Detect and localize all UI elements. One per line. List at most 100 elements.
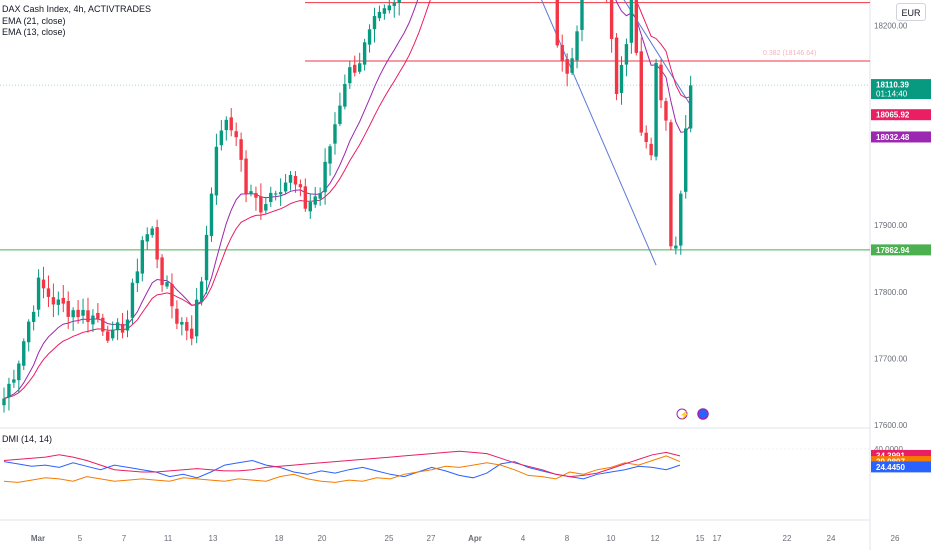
price-axis[interactable]: 18700.0018500.0018400.0018300.0018200.00…	[871, 0, 932, 430]
candle-body	[664, 101, 668, 121]
dmi-badge	[871, 449, 931, 461]
candle-body	[264, 204, 268, 211]
candle-body	[580, 0, 584, 30]
price-badge	[871, 131, 931, 143]
candle-body	[239, 139, 243, 160]
dmi-badge	[871, 461, 931, 473]
time-tick-label: 4	[521, 534, 526, 543]
time-tick-label: 7	[122, 534, 127, 543]
chart-legend: DAX Cash Index, 4h, ACTIVTRADES EMA (21,…	[2, 4, 151, 39]
candle-body	[12, 379, 16, 383]
candle-body	[669, 122, 673, 247]
candle-body	[555, 0, 559, 46]
candle-body	[36, 277, 41, 310]
candle-body	[659, 64, 663, 101]
price-badge	[871, 244, 931, 256]
candle-body	[224, 119, 228, 131]
price-badge-value: 18032.48	[876, 133, 910, 142]
time-tick-label: 11	[164, 534, 173, 543]
candle-body	[31, 311, 36, 322]
ema13-legend[interactable]: EMA (13, close)	[2, 27, 66, 37]
dmi-legend[interactable]: DMI (14, 14)	[2, 434, 53, 444]
candle-body	[22, 341, 26, 366]
candle-body	[219, 130, 224, 146]
candle-body	[115, 322, 120, 331]
candle-body	[106, 331, 110, 341]
candle-body	[560, 45, 564, 62]
price-tick-label: 18200.00	[874, 21, 908, 30]
candle-body	[343, 83, 347, 107]
price-tick-label: 17800.00	[874, 288, 908, 297]
candle-body	[214, 146, 219, 196]
candles	[2, 0, 693, 413]
candle-body	[130, 282, 135, 318]
candle-body	[254, 193, 258, 198]
time-tick-label: 24	[827, 534, 836, 543]
candle-body	[150, 228, 154, 236]
candle-body	[170, 284, 174, 307]
horizontal-levels	[0, 249, 870, 251]
price-channel[interactable]	[463, 0, 692, 266]
candle-body	[199, 281, 204, 302]
time-tick-label: 5	[78, 534, 83, 543]
ema21-legend[interactable]: EMA (21, close)	[2, 15, 66, 26]
earnings-marker-icon	[697, 408, 709, 420]
candle-body	[204, 234, 209, 281]
candle-body	[165, 282, 169, 287]
candle-body	[565, 58, 569, 74]
candle-body	[362, 42, 367, 65]
candle-body	[7, 383, 11, 398]
candle-body	[259, 196, 263, 213]
candle-body	[2, 398, 6, 406]
candle-body	[209, 193, 214, 237]
candle-body	[190, 328, 194, 339]
price-badge-value: 18065.92	[876, 111, 910, 120]
candle-body	[688, 85, 693, 129]
candle-body	[377, 11, 382, 19]
di_minus-line	[3, 455, 681, 483]
dividend-marker-icon	[676, 408, 688, 420]
time-tick-label: 12	[651, 534, 660, 543]
time-tick-label: 8	[565, 534, 570, 543]
candle-body	[274, 193, 278, 195]
time-axis[interactable]: Mar 5 7 11 13 18 20 25 27 Apr 4 8 10 12 15 17 22 24 26	[31, 534, 900, 543]
candle-body	[575, 31, 579, 61]
candle-body	[397, 0, 401, 3]
price-badge-value: 17862.94	[876, 246, 910, 255]
candle-body	[86, 310, 90, 322]
candle-body	[278, 192, 283, 195]
candle-body	[194, 299, 199, 337]
candle-body	[155, 227, 159, 260]
candle-body	[382, 8, 387, 14]
candle-body	[76, 309, 80, 318]
candle-body	[649, 143, 653, 156]
candle-body	[46, 288, 51, 297]
candle-body	[244, 158, 248, 194]
candle-body	[619, 64, 624, 93]
price-badge-value: 18110.39	[876, 81, 909, 90]
candle-body	[160, 257, 164, 286]
event-markers[interactable]: ⚡	[676, 408, 709, 420]
countdown-label: 01:14:40	[876, 90, 908, 99]
candle-body	[629, 0, 634, 43]
candle-body	[644, 132, 648, 142]
candle-body	[96, 312, 100, 319]
candle-body	[624, 44, 629, 65]
candle-body	[333, 124, 337, 144]
candle-body	[185, 321, 189, 331]
candle-body	[101, 317, 105, 332]
candle-body	[313, 196, 317, 205]
currency-button[interactable]: EUR	[896, 3, 926, 21]
candle-body	[614, 37, 619, 95]
time-tick-label: 13	[209, 534, 218, 543]
candle-body	[684, 128, 688, 192]
candle-body	[338, 105, 342, 124]
dmi-tick-label: 40.0000	[874, 445, 903, 454]
symbol-title[interactable]: DAX Cash Index, 4h, ACTIVTRADES	[2, 4, 152, 14]
candle-body	[323, 161, 327, 193]
grid-lines	[0, 0, 871, 550]
time-tick-label: 20	[318, 534, 327, 543]
price-tick-label: 17600.00	[874, 421, 908, 430]
